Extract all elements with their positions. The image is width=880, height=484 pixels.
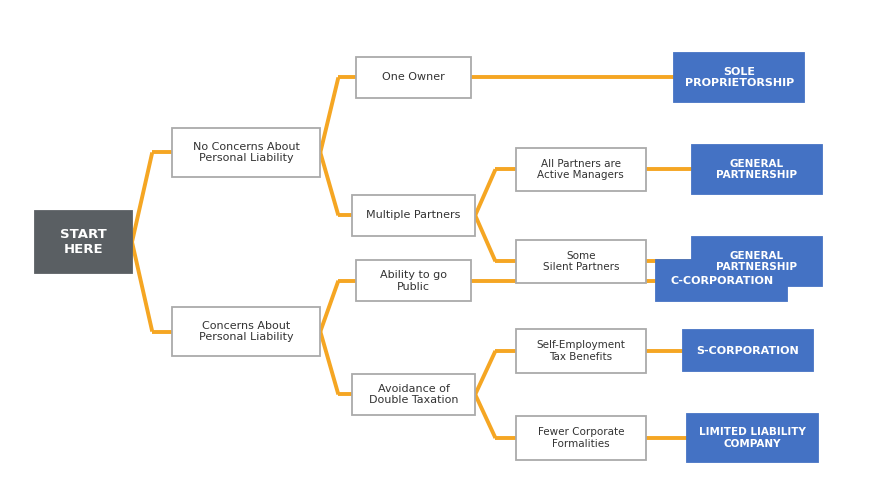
FancyBboxPatch shape xyxy=(683,330,813,372)
FancyBboxPatch shape xyxy=(516,148,646,191)
FancyBboxPatch shape xyxy=(352,374,475,415)
FancyBboxPatch shape xyxy=(356,260,471,301)
Text: Concerns About
Personal Liability: Concerns About Personal Liability xyxy=(199,321,294,342)
Text: S-CORPORATION: S-CORPORATION xyxy=(697,346,799,356)
FancyBboxPatch shape xyxy=(674,53,804,102)
Text: GENERAL
PARTNERSHIP: GENERAL PARTNERSHIP xyxy=(716,251,797,272)
Text: START
HERE: START HERE xyxy=(60,228,107,256)
FancyBboxPatch shape xyxy=(172,128,320,177)
FancyBboxPatch shape xyxy=(35,211,132,273)
FancyBboxPatch shape xyxy=(687,414,818,462)
FancyBboxPatch shape xyxy=(172,307,320,356)
FancyBboxPatch shape xyxy=(692,145,822,194)
FancyBboxPatch shape xyxy=(516,329,646,373)
Text: Multiple Partners: Multiple Partners xyxy=(366,211,461,220)
Text: Self-Employment
Tax Benefits: Self-Employment Tax Benefits xyxy=(537,340,625,362)
Text: Some
Silent Partners: Some Silent Partners xyxy=(543,251,619,272)
Text: GENERAL
PARTNERSHIP: GENERAL PARTNERSHIP xyxy=(716,159,797,180)
FancyBboxPatch shape xyxy=(656,260,787,301)
FancyBboxPatch shape xyxy=(356,57,471,98)
Text: No Concerns About
Personal Liability: No Concerns About Personal Liability xyxy=(193,142,300,163)
Text: C-CORPORATION: C-CORPORATION xyxy=(670,276,774,286)
Text: One Owner: One Owner xyxy=(382,73,445,82)
Text: All Partners are
Active Managers: All Partners are Active Managers xyxy=(538,159,624,180)
FancyBboxPatch shape xyxy=(352,195,475,236)
Text: SOLE
PROPRIETORSHIP: SOLE PROPRIETORSHIP xyxy=(685,67,794,88)
Text: Avoidance of
Double Taxation: Avoidance of Double Taxation xyxy=(369,384,458,405)
FancyBboxPatch shape xyxy=(516,416,646,460)
FancyBboxPatch shape xyxy=(516,240,646,283)
Text: Fewer Corporate
Formalities: Fewer Corporate Formalities xyxy=(538,427,624,449)
FancyBboxPatch shape xyxy=(692,237,822,286)
Text: LIMITED LIABILITY
COMPANY: LIMITED LIABILITY COMPANY xyxy=(699,427,806,449)
Text: Ability to go
Public: Ability to go Public xyxy=(380,270,447,291)
